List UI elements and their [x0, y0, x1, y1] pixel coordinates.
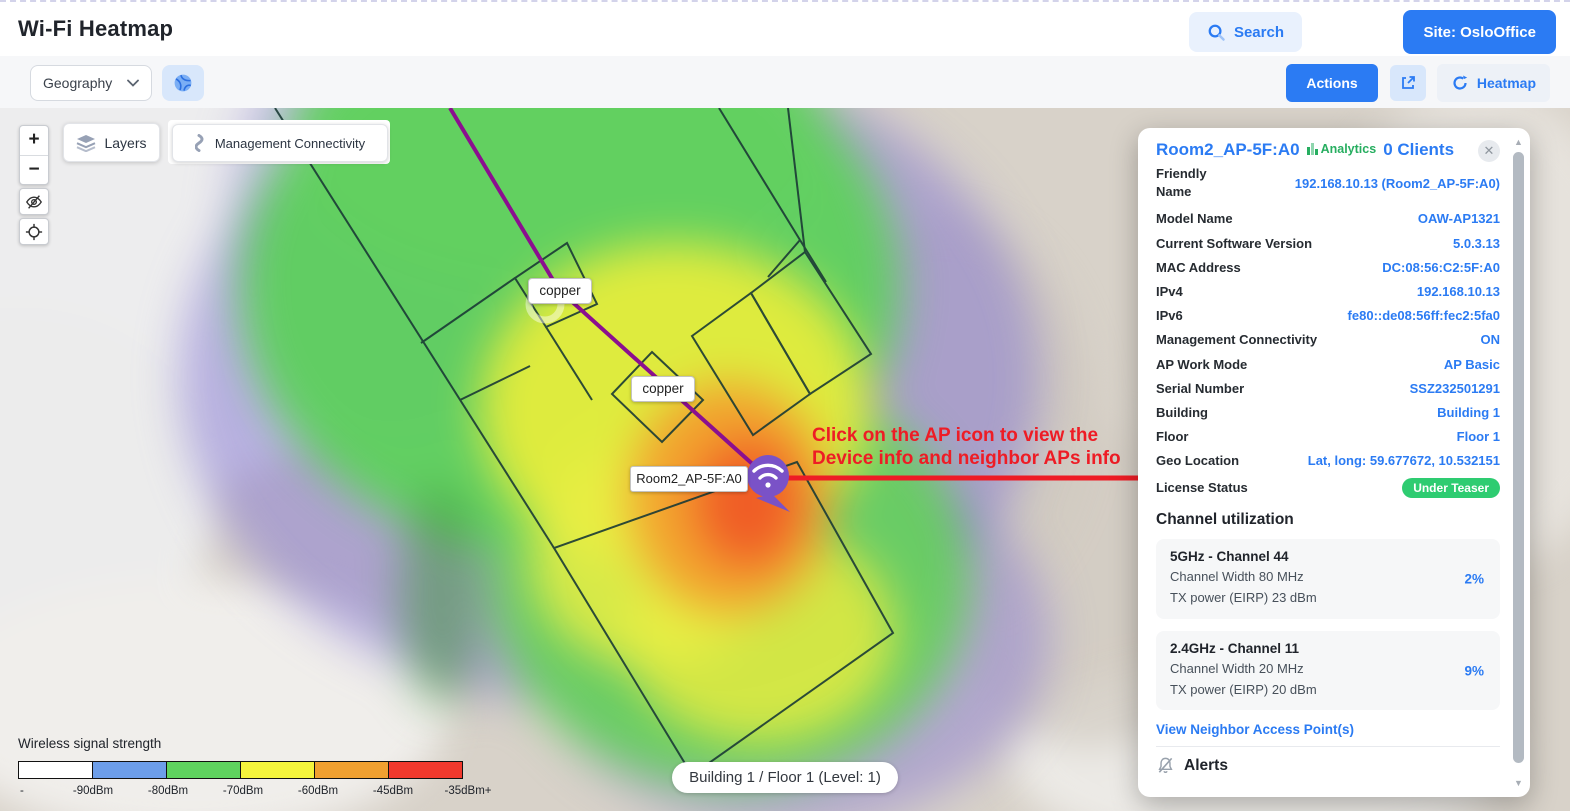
wifi-icon: [752, 463, 784, 480]
external-link-icon: [1399, 74, 1417, 92]
detail-row: Geo Location Lat, long: 59.677672, 10.53…: [1156, 453, 1500, 469]
layers-label: Layers: [104, 134, 147, 151]
detail-row: Building Building 1: [1156, 404, 1500, 420]
zoom-in-button[interactable]: +: [20, 126, 48, 156]
detail-row: AP Work Mode AP Basic: [1156, 356, 1500, 372]
scrollbar-thumb[interactable]: [1513, 152, 1524, 763]
signal-heat-layer: [0, 108, 1570, 811]
refresh-icon: [1451, 74, 1469, 92]
utilization-percent: 9%: [1464, 663, 1484, 679]
floor-indicator-pill: Building 1 / Floor 1 (Level: 1): [672, 762, 898, 793]
view-neighbor-aps-link[interactable]: View Neighbor Access Point(s): [1156, 722, 1355, 738]
signal-strength-legend: Wireless signal strength - -90dBm -80dBm…: [18, 736, 492, 799]
panel-scrollbar[interactable]: ▲ ▼: [1512, 136, 1525, 789]
bar-chart-icon: [1306, 142, 1318, 155]
page-title: Wi-Fi Heatmap: [18, 16, 174, 41]
detail-row: Current Software Version 5.0.3.13: [1156, 235, 1500, 251]
channel-card-5ghz: 5GHz - Channel 44 Channel Width 80 MHz T…: [1156, 539, 1500, 619]
ap-name-label: Room2_AP-5F:A0: [630, 466, 748, 492]
clients-count: 0 Clients: [1383, 140, 1455, 159]
license-status-row: License Status Under Teaser: [1156, 473, 1500, 502]
heatmap-label: Heatmap: [1476, 75, 1536, 91]
legend-color-bar: [18, 761, 463, 779]
detail-row: IPv4 192.168.10.13: [1156, 284, 1500, 300]
link-label-copper-1: copper: [528, 278, 592, 304]
app-header: Wi-Fi Heatmap Search Site: OsloOffice: [0, 2, 1570, 56]
analytics-link[interactable]: Analytics: [1306, 142, 1376, 156]
globe-icon: [172, 72, 194, 94]
layers-icon: [76, 134, 96, 152]
detail-row: Serial Number SSZ232501291: [1156, 380, 1500, 396]
detail-row: MAC Address DC:08:56:C2:5F:A0: [1156, 259, 1500, 275]
globe-map-button[interactable]: [162, 65, 204, 101]
legend-swatch: [166, 761, 241, 779]
actions-label: Actions: [1306, 75, 1358, 91]
geography-select-value: Geography: [43, 75, 113, 91]
link-wave-icon: [194, 134, 207, 152]
site-label: Site: OsloOffice: [1423, 23, 1536, 41]
detail-row: IPv6 fe80::de08:56ff:fec2:5fa0: [1156, 308, 1500, 324]
link-label-copper-2: copper: [631, 376, 695, 402]
panel-header: Room2_AP-5F:A0 Analytics 0 Clients: [1156, 140, 1500, 160]
layers-button[interactable]: Layers: [63, 123, 160, 162]
heatmap-canvas[interactable]: copper copper Room2_AP-5F:A0 Click on th…: [0, 108, 1570, 811]
scroll-down-arrow[interactable]: ▼: [1514, 778, 1523, 788]
alerts-section-header[interactable]: Alerts: [1156, 746, 1500, 775]
legend-title: Wireless signal strength: [18, 736, 162, 751]
eye-off-icon: [25, 193, 43, 211]
top-divider: [0, 0, 1570, 2]
actions-button[interactable]: Actions: [1286, 64, 1378, 102]
channel-utilization-heading: Channel utilization: [1156, 511, 1294, 529]
site-button[interactable]: Site: OsloOffice: [1403, 10, 1556, 54]
detail-row: Model Name OAW-AP1321: [1156, 211, 1500, 227]
hide-overlays-button[interactable]: [19, 188, 49, 215]
bell-slash-icon: [1156, 756, 1175, 775]
channel-card-24ghz: 2.4GHz - Channel 11 Channel Width 20 MHz…: [1156, 630, 1500, 711]
ap-details-panel: Room2_AP-5F:A0 Analytics 0 Clients ✕ Fri…: [1138, 128, 1530, 797]
zoom-out-button[interactable]: −: [28, 158, 40, 180]
legend-swatch: [240, 761, 315, 779]
management-connectivity-label: Management Connectivity: [214, 135, 366, 151]
legend-tick-labels: - -90dBm -80dBm -70dBm -60dBm -45dBm -35…: [20, 785, 492, 797]
search-icon: [1207, 23, 1226, 42]
map-toolbar: Geography Actions Heatmap: [0, 56, 1570, 108]
legend-swatch: [314, 761, 389, 779]
legend-swatch: [92, 761, 167, 779]
heatmap-refresh-button[interactable]: Heatmap: [1436, 64, 1550, 102]
legend-swatch: [18, 761, 93, 779]
floorplan-lines: [274, 108, 895, 777]
management-connectivity-toggle[interactable]: Management Connectivity: [172, 124, 388, 162]
close-icon: ✕: [1483, 143, 1495, 158]
management-link-line: [448, 108, 770, 480]
legend-swatch: [388, 761, 463, 779]
detail-row: Floor Floor 1: [1156, 429, 1500, 445]
zoom-control-group: + −: [19, 125, 49, 185]
management-connectivity-container: Management Connectivity: [168, 120, 390, 164]
chevron-down-icon: [127, 79, 139, 87]
locate-button[interactable]: [19, 218, 49, 245]
status-badge: Under Teaser: [1402, 477, 1500, 498]
search-button[interactable]: Search: [1188, 12, 1302, 52]
annotation-text: Click on the AP icon to view the Device …: [812, 425, 1121, 469]
search-label: Search: [1233, 23, 1284, 41]
scroll-up-arrow[interactable]: ▲: [1514, 137, 1523, 147]
detail-row: Friendly Name 192.168.10.13 (Room2_AP-5F…: [1156, 165, 1500, 200]
ap-title: Room2_AP-5F:A0: [1156, 140, 1300, 159]
close-panel-button[interactable]: ✕: [1478, 140, 1500, 162]
detail-row: Management Connectivity ON: [1156, 332, 1500, 348]
utilization-percent: 2%: [1464, 571, 1484, 587]
open-fullscreen-button[interactable]: [1390, 65, 1426, 101]
crosshair-icon: [25, 223, 43, 241]
ap-marker[interactable]: [747, 455, 790, 512]
geography-select[interactable]: Geography: [30, 65, 152, 101]
